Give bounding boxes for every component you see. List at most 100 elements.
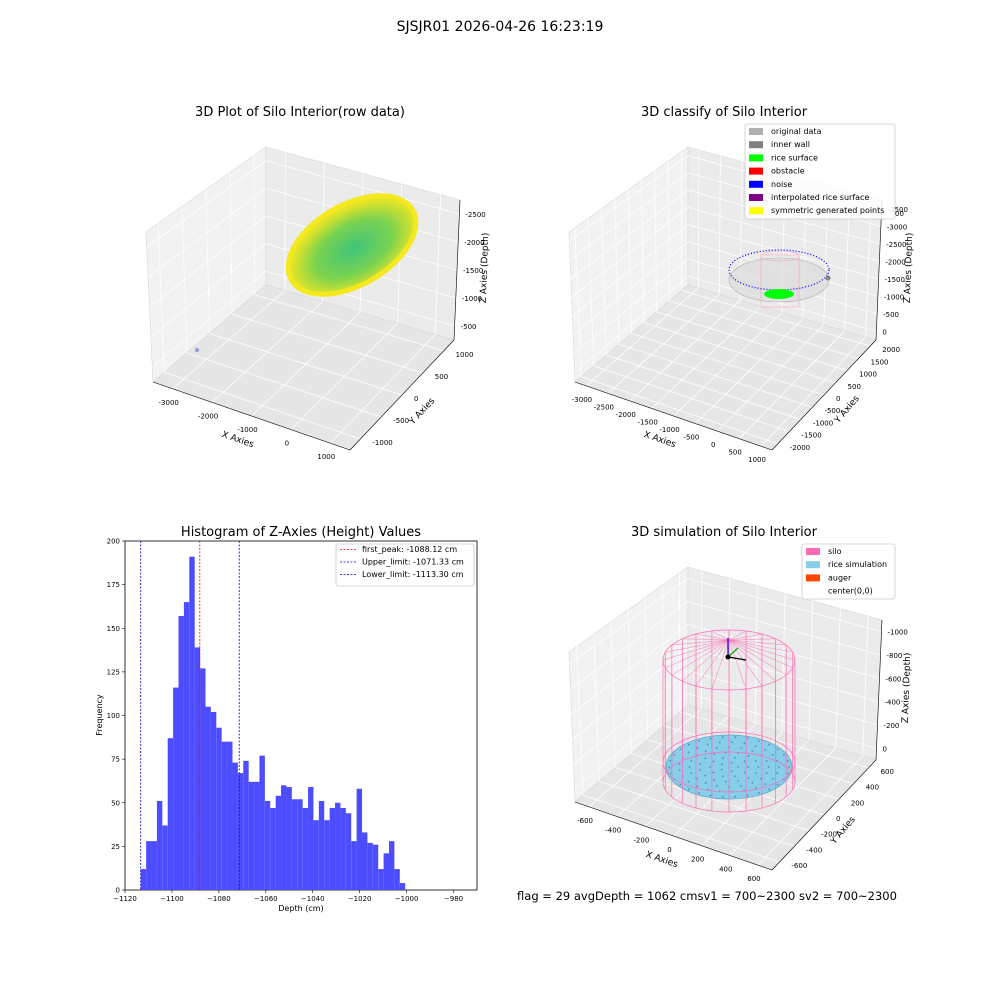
histogram-bar (389, 841, 395, 890)
grid-line-y (656, 311, 848, 371)
z-tick-label: -500 (461, 323, 477, 331)
histogram-bar (367, 842, 373, 890)
legend-label: symmetric generated points (771, 206, 884, 215)
panel2-rice-surface-points (764, 289, 794, 299)
grid-line-y (669, 300, 859, 359)
silo-roof-line (728, 639, 793, 669)
rice-point (768, 743, 771, 746)
x-tick-label: −1000 (395, 895, 419, 903)
histogram-bar (151, 841, 157, 890)
rice-point (712, 771, 715, 774)
panel1-zlabel: Z Axies (Depth) (479, 233, 491, 304)
histogram-bar (189, 556, 195, 890)
rice-point (743, 760, 746, 763)
y-tick-label: 125 (107, 668, 120, 676)
silo-roof-line (711, 639, 730, 690)
rice-point (754, 745, 757, 747)
grid-line-z-side (150, 243, 267, 338)
x-tick-label: 200 (691, 856, 704, 864)
grid-line-x-back (808, 601, 814, 741)
rice-point (690, 772, 693, 775)
histogram-bar (173, 687, 179, 890)
histogram-bar (308, 787, 314, 890)
z-tick-label: -500 (883, 311, 899, 319)
rice-point (776, 783, 779, 786)
silo-roof-line (671, 639, 730, 676)
histogram-bar (227, 741, 233, 890)
legend-swatch (749, 194, 763, 201)
grid-line-x-back (781, 593, 786, 733)
y-tick-label: 0 (836, 395, 840, 403)
rice-point (734, 736, 737, 739)
histogram-bar (183, 602, 190, 890)
panel-simulation-3d: 3D simulation of Silo Interior -600 -400 -… (568, 525, 913, 883)
rice-point (777, 766, 780, 768)
histogram-bar (362, 832, 368, 890)
panel1-x-axis-line (152, 381, 351, 451)
z-tick-label: -1500 (885, 276, 905, 284)
rice-point (668, 766, 670, 768)
silo-roof-line (665, 639, 730, 669)
rice-point (679, 748, 682, 751)
rice-point (776, 772, 779, 775)
grid-line-z-side (569, 601, 689, 690)
rice-point (718, 741, 721, 744)
rice-point (764, 783, 767, 785)
y-tick-label: -2000 (790, 444, 810, 452)
legend-swatch (749, 154, 763, 162)
legend-label: original data (771, 127, 822, 136)
histogram-bar (351, 841, 357, 890)
legend-item: original data (749, 127, 822, 136)
grid-line-y (643, 322, 836, 384)
rice-point (698, 740, 700, 742)
histogram-bar (297, 799, 303, 890)
y-tick-label: 0 (116, 887, 120, 895)
panel4-z-ticks: 0 -200 -400 -600 -800 -1000 (883, 629, 908, 754)
legend-label: center(0,0) (828, 587, 873, 596)
x-tick-label: -2000 (198, 412, 218, 420)
rice-point (754, 787, 757, 789)
grid-line-y-side (593, 633, 600, 782)
panel4-xlabel: X Axies (644, 850, 679, 870)
grid-line-y-side (640, 180, 645, 323)
rice-point (696, 785, 699, 788)
rice-point (754, 772, 757, 774)
rice-point (771, 778, 774, 780)
histogram-bar (378, 869, 384, 890)
legend-swatch (749, 180, 763, 188)
legend-swatch (749, 167, 763, 175)
grid-line-y-side (644, 597, 649, 740)
x-tick-label: −1060 (254, 895, 278, 903)
y-tick-label: 50 (111, 799, 120, 807)
rice-point (725, 780, 727, 783)
rice-point (734, 775, 736, 778)
legend-swatch (749, 128, 763, 135)
grid-line-y (582, 794, 780, 863)
silo-roof-line (695, 639, 730, 687)
histogram-bar (281, 785, 287, 890)
grid-line-z (687, 578, 882, 633)
panel2-z-axis-line (875, 199, 883, 341)
grid-line-y-side (654, 170, 658, 312)
rice-point (730, 761, 733, 764)
x-tick-label: -1500 (637, 418, 657, 426)
histogram-bar (318, 801, 325, 890)
histogram-bar (383, 853, 389, 890)
y-tick-label: 0 (414, 395, 418, 403)
y-tick-label: 200 (851, 799, 864, 807)
x-tick-label: -2000 (616, 411, 636, 419)
rice-point (757, 766, 760, 768)
panel2-legend-box (744, 123, 896, 220)
grid-line-y (631, 333, 825, 396)
x-tick-label: −980 (444, 895, 463, 903)
panel4-x-axis-line (574, 801, 773, 871)
grid-line-y (599, 780, 795, 847)
x-tick-label: 400 (719, 865, 732, 873)
z-tick-label: -1000 (462, 295, 482, 303)
grid-line-x-back (754, 585, 758, 725)
x-tick-label: -400 (605, 827, 621, 835)
legend-label: rice simulation (828, 560, 887, 569)
x-tick-label: 500 (728, 449, 741, 457)
y-tick-label: 0 (836, 815, 840, 823)
rice-point (673, 753, 676, 756)
